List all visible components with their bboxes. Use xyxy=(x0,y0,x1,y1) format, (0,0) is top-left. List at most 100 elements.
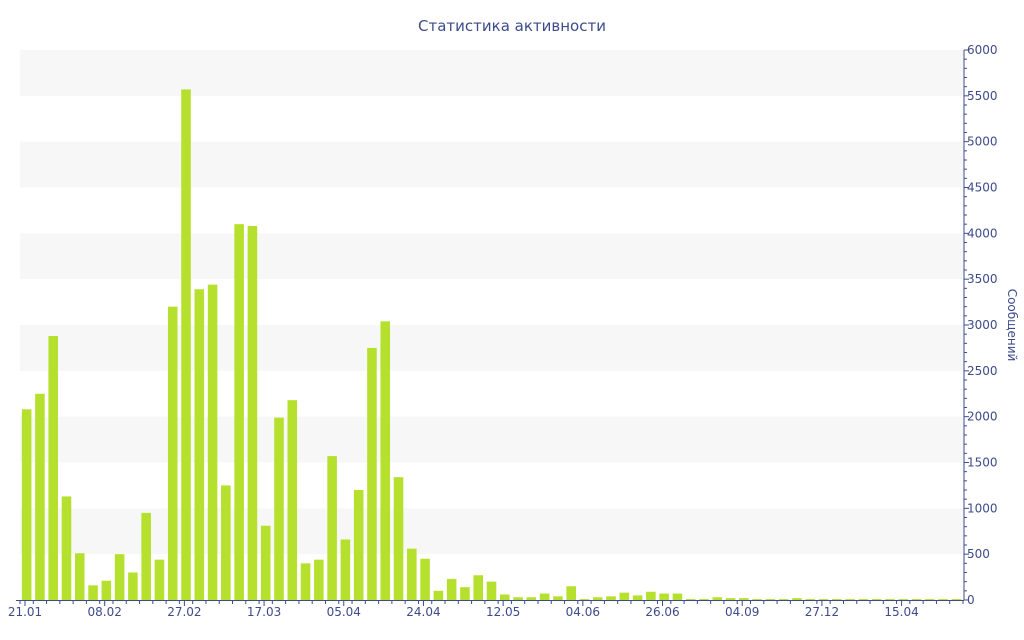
bar-39[interactable] xyxy=(539,593,550,600)
bar-34[interactable] xyxy=(473,575,483,600)
bar-10[interactable] xyxy=(154,559,165,600)
bar-67[interactable] xyxy=(911,599,922,600)
bar-64[interactable] xyxy=(871,599,882,600)
bar-48[interactable] xyxy=(659,593,669,600)
bar-66[interactable] xyxy=(898,599,909,600)
bar-40[interactable] xyxy=(553,596,563,600)
bar-26[interactable] xyxy=(367,347,377,600)
y-tick-label: 6000 xyxy=(967,43,998,57)
bar-63[interactable] xyxy=(858,599,869,600)
grid-band-5 xyxy=(20,508,963,555)
bars-group xyxy=(21,89,962,601)
bar-16[interactable] xyxy=(234,224,244,601)
bar-36[interactable] xyxy=(500,594,510,601)
bar-38[interactable] xyxy=(526,597,537,600)
bar-51[interactable] xyxy=(699,599,709,600)
bar-49[interactable] xyxy=(672,593,683,600)
bar-8[interactable] xyxy=(128,572,138,601)
bar-4[interactable] xyxy=(74,553,85,600)
x-tick-label: 17.03 xyxy=(247,605,281,619)
bar-41[interactable] xyxy=(566,586,576,600)
bar-37[interactable] xyxy=(513,597,523,600)
bar-17[interactable] xyxy=(247,226,258,600)
bar-31[interactable] xyxy=(433,590,444,600)
bar-30[interactable] xyxy=(420,558,430,600)
y-tick-label: 4000 xyxy=(967,226,998,240)
bar-57[interactable] xyxy=(778,599,789,600)
bar-35[interactable] xyxy=(486,581,497,600)
x-tick-label: 04.06 xyxy=(566,605,600,619)
bar-25[interactable] xyxy=(353,490,364,600)
bar-5[interactable] xyxy=(88,585,98,600)
bar-29[interactable] xyxy=(407,548,417,600)
bar-24[interactable] xyxy=(340,539,351,601)
x-tick-label: 12.05 xyxy=(486,605,520,619)
bar-2[interactable] xyxy=(48,336,58,600)
bar-59[interactable] xyxy=(805,599,816,600)
grid-bands xyxy=(20,50,963,555)
bar-28[interactable] xyxy=(393,477,404,600)
bar-12[interactable] xyxy=(181,89,191,601)
bar-52[interactable] xyxy=(712,597,723,600)
bar-47[interactable] xyxy=(646,591,656,600)
bar-11[interactable] xyxy=(167,306,178,600)
bar-33[interactable] xyxy=(460,587,470,600)
bar-6[interactable] xyxy=(101,580,112,600)
bar-45[interactable] xyxy=(619,592,630,600)
y-tick-label: 4500 xyxy=(967,181,998,195)
y-axis-label: Сообщений xyxy=(1005,289,1019,362)
bar-69[interactable] xyxy=(938,599,948,600)
bar-43[interactable] xyxy=(592,597,603,600)
bar-9[interactable] xyxy=(141,512,151,600)
y-tick-label: 3500 xyxy=(967,272,998,286)
bar-54[interactable] xyxy=(739,598,749,600)
grid-band-3 xyxy=(20,325,963,371)
bar-27[interactable] xyxy=(380,321,391,600)
bar-13[interactable] xyxy=(194,289,205,600)
y-tick-label: 2500 xyxy=(967,364,998,378)
y-tick-label: 5500 xyxy=(967,89,998,103)
bar-42[interactable] xyxy=(579,599,590,600)
bar-18[interactable] xyxy=(260,525,271,600)
bar-3[interactable] xyxy=(61,496,72,600)
bar-44[interactable] xyxy=(606,596,616,600)
bar-60[interactable] xyxy=(818,599,829,600)
bar-1[interactable] xyxy=(35,393,45,600)
y-tick-label: 5000 xyxy=(967,135,998,149)
bar-20[interactable] xyxy=(287,400,298,600)
x-tick-label: 24.04 xyxy=(406,605,440,619)
bar-58[interactable] xyxy=(792,598,802,600)
y-tick-label: 0 xyxy=(967,593,975,607)
bar-56[interactable] xyxy=(765,599,776,600)
x-tick-label: 08.02 xyxy=(88,605,122,619)
bar-7[interactable] xyxy=(114,554,125,600)
bar-70[interactable] xyxy=(951,599,962,600)
chart-title: Статистика активности xyxy=(418,17,606,35)
bar-14[interactable] xyxy=(207,284,218,600)
bar-53[interactable] xyxy=(725,598,736,600)
bar-55[interactable] xyxy=(752,599,762,600)
y-axis: 0 500 1000 1500 2000 2500 3000 3500 4000 4500 5000… xyxy=(963,43,998,607)
bar-22[interactable] xyxy=(314,559,324,600)
bar-61[interactable] xyxy=(832,599,842,600)
y-tick-label: 500 xyxy=(967,547,990,561)
bar-32[interactable] xyxy=(446,578,457,600)
grid-band-2 xyxy=(20,233,963,280)
bar-50[interactable] xyxy=(685,599,696,600)
bar-21[interactable] xyxy=(300,563,311,600)
bar-68[interactable] xyxy=(925,599,935,600)
grid-band-0 xyxy=(20,50,963,96)
bar-23[interactable] xyxy=(327,456,337,600)
x-tick-label: 15.04 xyxy=(884,605,918,619)
bar-15[interactable] xyxy=(221,485,231,600)
bar-19[interactable] xyxy=(274,417,284,600)
bar-0[interactable] xyxy=(21,409,32,600)
x-tick-label: 04.09 xyxy=(725,605,759,619)
bar-62[interactable] xyxy=(845,599,855,600)
bar-65[interactable] xyxy=(885,599,895,600)
y-tick-label: 2000 xyxy=(967,410,998,424)
grid-band-4 xyxy=(20,416,963,463)
x-tick-label: 21.01 xyxy=(8,605,42,619)
bar-46[interactable] xyxy=(632,595,643,600)
